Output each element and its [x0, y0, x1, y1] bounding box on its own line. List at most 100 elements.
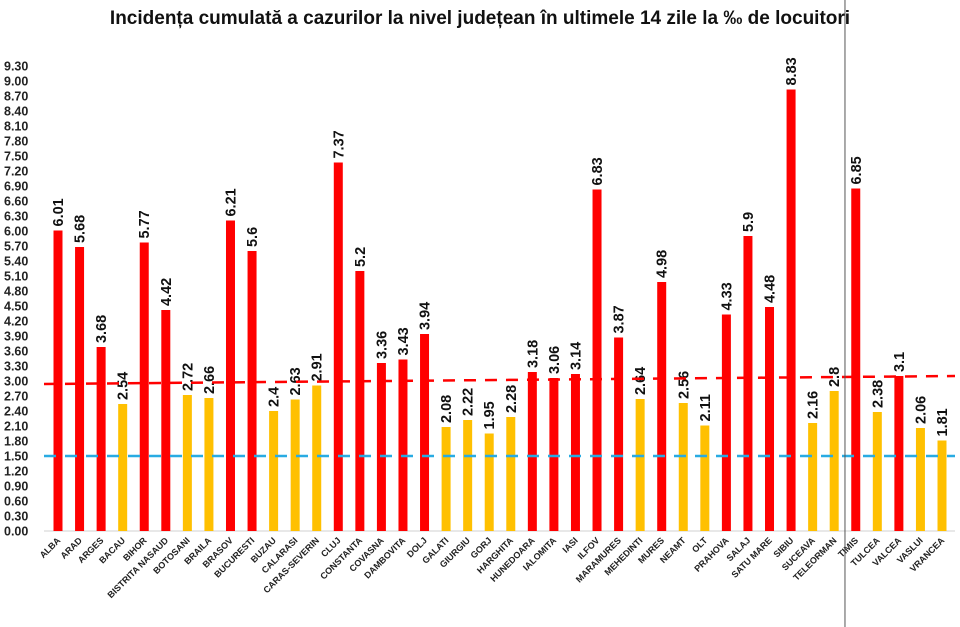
bar — [635, 399, 645, 531]
bar — [743, 236, 753, 531]
y-tick-label: 0.90 — [4, 480, 28, 494]
data-label: 3.68 — [94, 315, 110, 343]
y-tick-label: 0.60 — [4, 495, 28, 509]
data-label: 2.64 — [633, 367, 649, 395]
y-tick-label: 9.00 — [4, 75, 28, 89]
bar — [139, 242, 149, 531]
data-label: 2.91 — [310, 353, 326, 381]
bar — [894, 376, 904, 531]
bar — [53, 230, 63, 531]
y-tick-label: 2.40 — [4, 405, 28, 419]
bar — [355, 271, 365, 531]
data-label: 5.68 — [73, 215, 89, 243]
bar — [851, 188, 861, 531]
bar — [161, 310, 171, 531]
bar — [721, 314, 731, 531]
data-label: 1.95 — [482, 401, 498, 429]
data-label: 5.6 — [245, 227, 261, 247]
bar — [118, 404, 128, 531]
y-tick-label: 3.90 — [4, 330, 28, 344]
data-label: 8.83 — [784, 57, 800, 85]
bar — [937, 440, 947, 531]
y-tick-label: 7.80 — [4, 135, 28, 149]
data-label: 4.42 — [159, 278, 175, 306]
bar — [614, 337, 624, 531]
bar — [441, 427, 451, 531]
reference-line — [43, 374, 956, 386]
data-label: 2.38 — [870, 380, 886, 408]
data-label: 3.36 — [374, 331, 390, 359]
data-label: 3.43 — [396, 327, 412, 355]
bar — [290, 399, 300, 531]
y-tick-label: 7.20 — [4, 165, 28, 179]
data-label: 2.66 — [202, 366, 218, 394]
data-label: 2.11 — [698, 394, 714, 421]
bar — [484, 433, 494, 531]
y-tick-label: 8.70 — [4, 90, 28, 104]
y-tick-label: 9.30 — [4, 60, 28, 74]
bar — [527, 372, 537, 531]
bar — [75, 247, 85, 531]
bar — [398, 359, 408, 531]
data-label: 2.8 — [827, 367, 843, 387]
y-tick-label: 2.10 — [4, 420, 28, 434]
y-tick-label: 8.40 — [4, 105, 28, 119]
data-label: 2.08 — [439, 395, 455, 423]
bar — [829, 391, 839, 531]
bar — [312, 385, 322, 531]
y-tick-label: 1.20 — [4, 465, 28, 479]
data-label: 5.2 — [353, 247, 369, 267]
data-label: 2.22 — [461, 388, 477, 416]
bar — [333, 162, 343, 531]
y-tick-label: 3.30 — [4, 360, 28, 374]
y-tick-label: 2.70 — [4, 390, 28, 404]
y-tick-label: 1.50 — [4, 450, 28, 464]
data-label: 2.4 — [267, 387, 283, 407]
bar — [225, 220, 235, 531]
y-tick-label: 4.80 — [4, 285, 28, 299]
y-tick-label: 6.30 — [4, 210, 28, 224]
data-label: 4.48 — [763, 275, 779, 303]
bar — [765, 307, 775, 531]
y-tick-label: 3.00 — [4, 375, 28, 389]
y-tick-label: 5.40 — [4, 255, 28, 269]
y-tick-label: 8.10 — [4, 120, 28, 134]
data-label: 2.28 — [504, 385, 520, 413]
y-tick-label: 0.00 — [4, 525, 28, 539]
bar — [182, 395, 192, 531]
data-label: 3.06 — [547, 346, 563, 374]
data-label: 6.01 — [51, 198, 67, 226]
bar — [657, 282, 667, 531]
y-tick-label: 5.70 — [4, 240, 28, 254]
y-tick-label: 4.20 — [4, 315, 28, 329]
bar — [247, 251, 257, 531]
data-label: 6.83 — [590, 157, 606, 185]
y-tick-label: 3.60 — [4, 345, 28, 359]
data-label: 3.87 — [612, 305, 628, 333]
y-tick-label: 0.30 — [4, 510, 28, 524]
bar — [269, 411, 279, 531]
y-tick-label: 4.50 — [4, 300, 28, 314]
bar — [204, 398, 214, 531]
y-tick-label: 6.00 — [4, 225, 28, 239]
data-label: 5.77 — [137, 210, 153, 238]
data-label: 3.94 — [418, 302, 434, 330]
bar — [506, 417, 516, 531]
data-label: 4.33 — [719, 282, 735, 310]
bar — [463, 420, 473, 531]
data-label: 3.14 — [568, 342, 584, 370]
bar — [700, 425, 710, 531]
data-label: 2.56 — [676, 371, 692, 399]
bar — [915, 428, 925, 531]
x-tick-label: ALBA — [38, 535, 63, 560]
data-label: 3.18 — [525, 340, 541, 368]
y-tick-label: 7.50 — [4, 150, 28, 164]
data-label: 6.21 — [223, 188, 239, 216]
bar — [420, 334, 430, 531]
bar — [872, 412, 882, 531]
data-label: 4.98 — [655, 250, 671, 278]
data-label: 2.54 — [116, 372, 132, 400]
y-tick-label: 5.10 — [4, 270, 28, 284]
